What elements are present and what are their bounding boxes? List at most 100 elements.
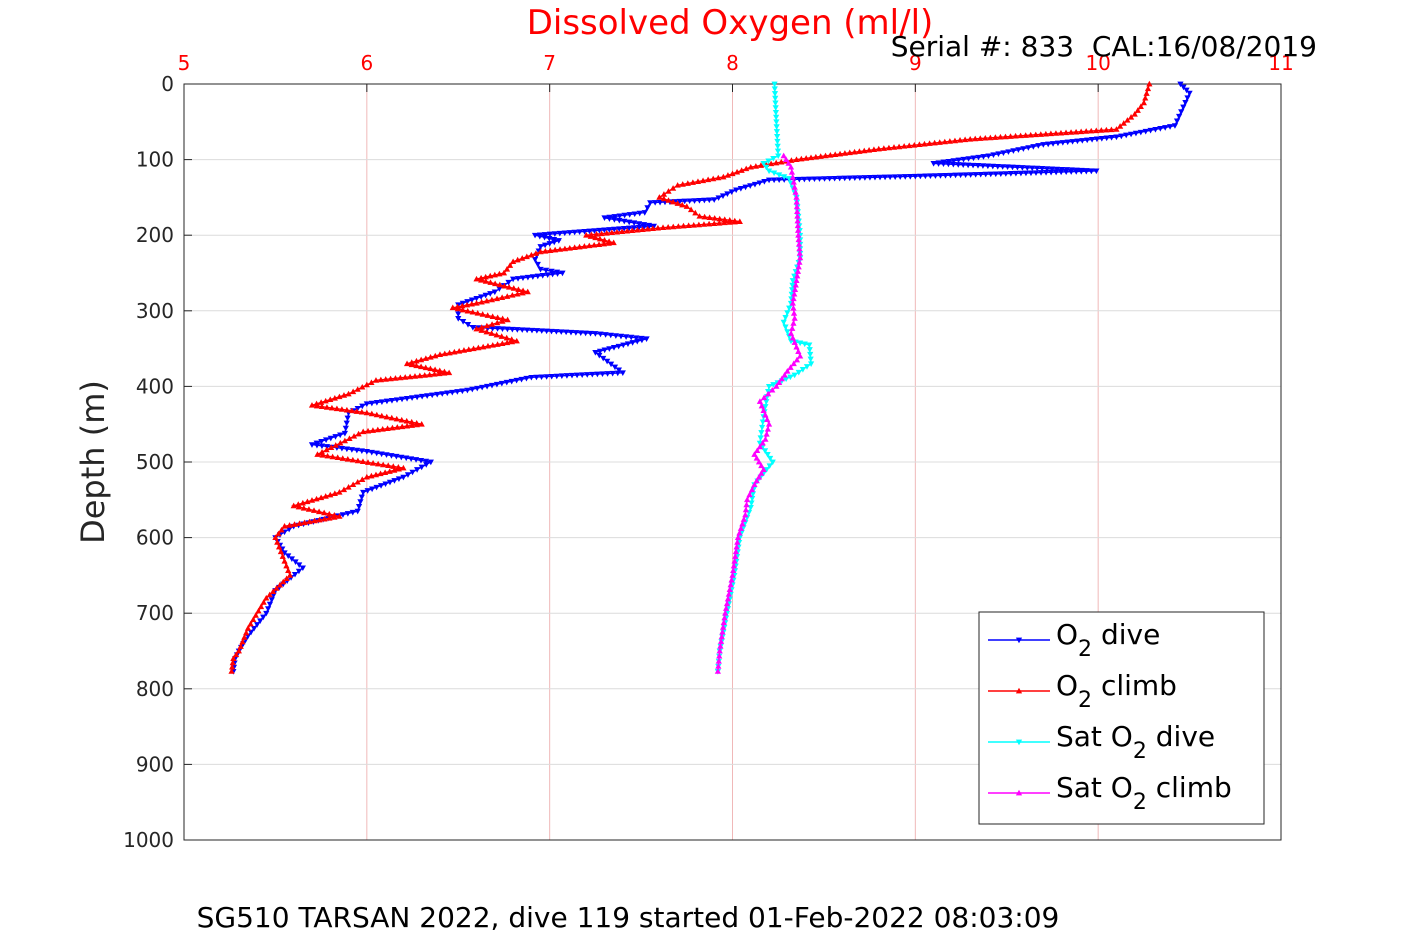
- data-point: [1108, 135, 1115, 141]
- data-point: [654, 224, 662, 231]
- data-point: [393, 415, 400, 422]
- data-point: [487, 291, 494, 297]
- data-point: [506, 284, 513, 290]
- data-point: [546, 231, 554, 238]
- legend-label-subscript: 2: [1078, 637, 1092, 662]
- data-point: [1022, 132, 1029, 138]
- data-point: [531, 257, 539, 263]
- data-point: [397, 374, 404, 381]
- data-point: [680, 222, 687, 229]
- data-point: [551, 231, 558, 237]
- data-point: [509, 276, 517, 283]
- data-point: [816, 176, 823, 182]
- data-point: [332, 442, 339, 448]
- data-point: [806, 347, 813, 353]
- data-point: [1030, 144, 1037, 150]
- data-point: [393, 397, 401, 403]
- data-point: [546, 241, 553, 247]
- data-point: [749, 495, 756, 502]
- data-point: [595, 241, 603, 247]
- data-point: [912, 173, 919, 180]
- footer-caption: SG510 TARSAN 2022, dive 119 started 01-F…: [197, 901, 1060, 934]
- data-point: [318, 403, 326, 410]
- data-point: [720, 619, 727, 626]
- data-point: [596, 227, 603, 234]
- data-point: [602, 332, 609, 338]
- data-point: [494, 314, 501, 321]
- data-point: [822, 152, 829, 159]
- data-point: [436, 351, 444, 358]
- data-point: [536, 233, 543, 240]
- data-point: [1098, 136, 1105, 142]
- data-point: [1053, 169, 1060, 176]
- data-point: [647, 200, 654, 206]
- data-point: [744, 496, 751, 503]
- data-point: [1049, 141, 1057, 147]
- data-point: [581, 229, 588, 235]
- data-point: [970, 155, 977, 162]
- data-point: [759, 424, 766, 431]
- data-point: [382, 481, 389, 488]
- data-point: [460, 347, 468, 353]
- data-point: [277, 548, 285, 555]
- data-point: [488, 330, 495, 336]
- data-point: [257, 603, 265, 610]
- data-point: [732, 553, 739, 559]
- data-point: [784, 310, 791, 316]
- data-point: [239, 638, 246, 645]
- data-point: [1183, 87, 1190, 94]
- data-point: [398, 416, 405, 423]
- data-point: [513, 337, 520, 344]
- data-point: [1078, 169, 1085, 175]
- data-point: [758, 470, 765, 476]
- data-point: [747, 504, 754, 511]
- data-point: [836, 175, 843, 182]
- data-point: [382, 376, 389, 382]
- data-point: [638, 337, 646, 344]
- data-point: [363, 409, 370, 416]
- data-point: [781, 371, 788, 378]
- data-point: [419, 393, 426, 400]
- data-point: [1012, 170, 1019, 177]
- data-point: [612, 333, 619, 339]
- data-point: [434, 391, 441, 398]
- data-point: [504, 316, 511, 323]
- data-point: [772, 109, 780, 116]
- data-point: [579, 372, 586, 379]
- data-point: [791, 372, 798, 379]
- data-point: [1063, 169, 1070, 176]
- data-point: [736, 529, 743, 536]
- data-point: [675, 223, 682, 229]
- data-point: [1098, 127, 1105, 133]
- data-point: [519, 327, 526, 333]
- data-point: [751, 451, 758, 457]
- data-point: [691, 198, 698, 204]
- data-point: [734, 539, 741, 545]
- data-point: [719, 193, 727, 199]
- data-point: [614, 370, 621, 377]
- chart-title: Dissolved Oxygen (ml/l): [527, 3, 934, 43]
- data-point: [791, 184, 798, 190]
- legend-label: O2 climb: [1056, 669, 1177, 713]
- data-point: [554, 271, 561, 277]
- data-point: [821, 176, 828, 182]
- data-point: [726, 219, 733, 225]
- data-point: [922, 173, 929, 180]
- data-point: [780, 152, 787, 159]
- data-point: [967, 135, 974, 142]
- data-point: [969, 162, 977, 169]
- data-point: [1068, 169, 1075, 175]
- data-point: [518, 376, 525, 383]
- data-point: [403, 360, 411, 367]
- data-point: [617, 333, 625, 340]
- data-point: [399, 423, 406, 430]
- data-point: [789, 334, 796, 341]
- data-point: [789, 278, 796, 284]
- data-point: [674, 182, 681, 188]
- data-point: [1022, 170, 1030, 177]
- data-point: [313, 442, 321, 449]
- data-point: [489, 342, 496, 348]
- data-point: [514, 290, 521, 297]
- data-point: [725, 591, 732, 597]
- data-point: [621, 218, 628, 225]
